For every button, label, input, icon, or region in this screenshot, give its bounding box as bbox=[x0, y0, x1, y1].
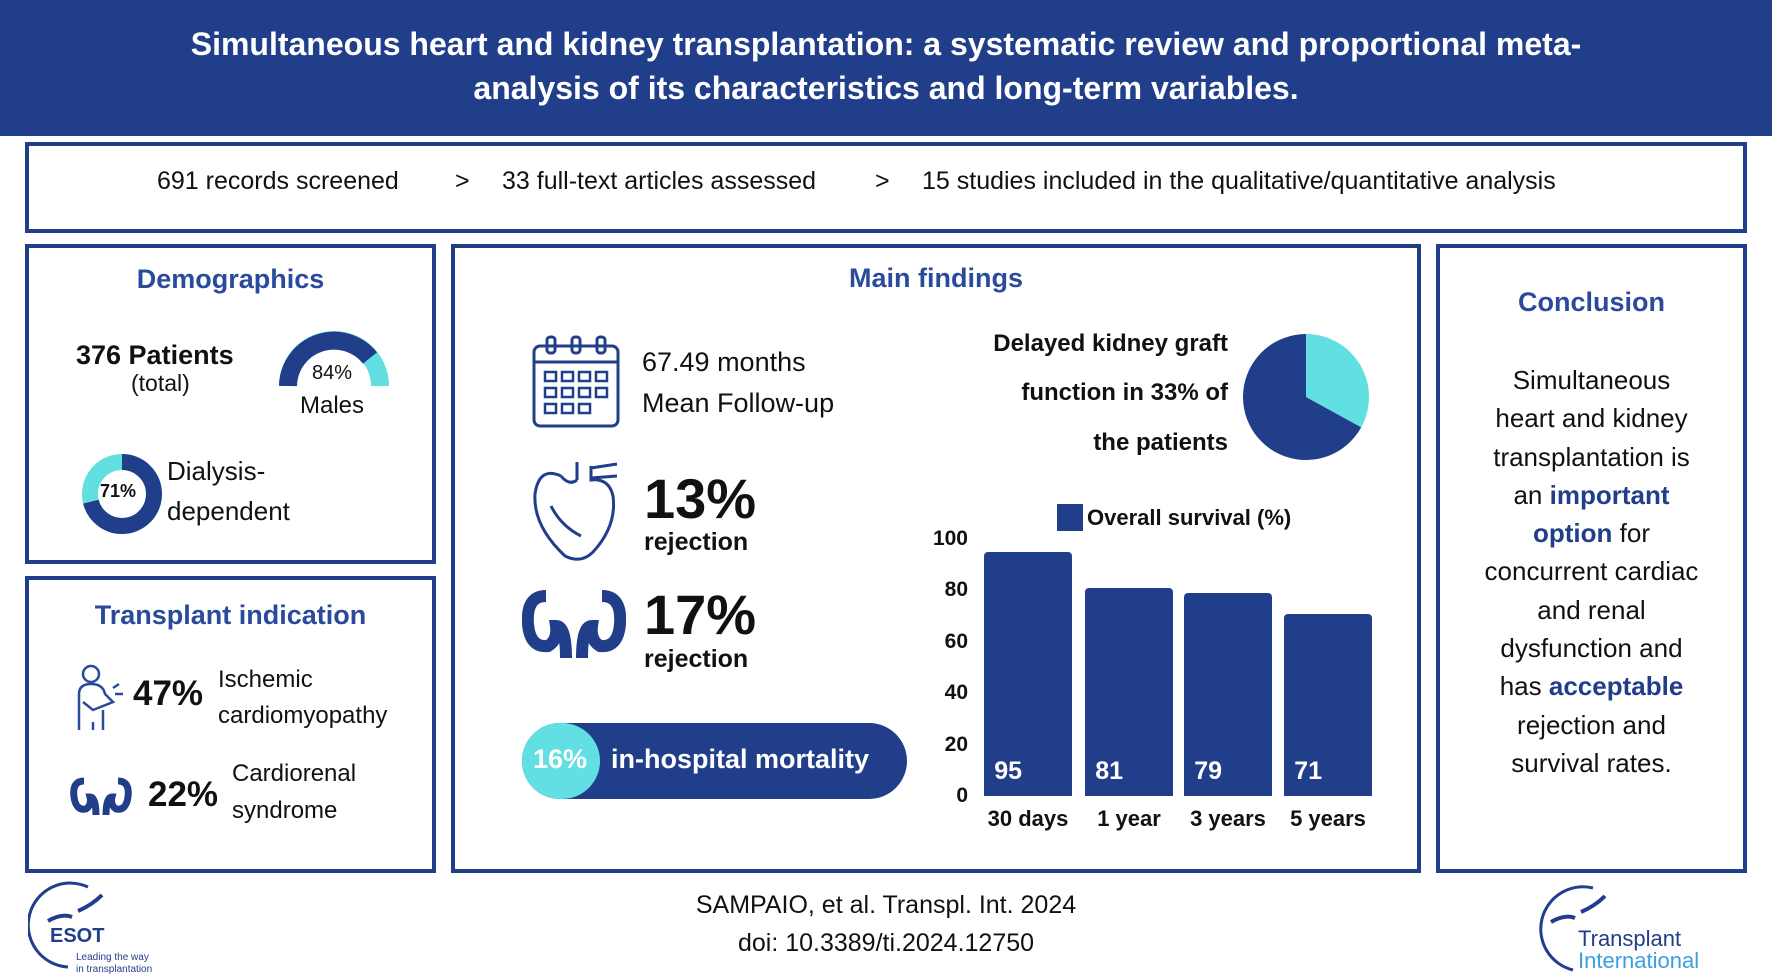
ischemic-pct: 47% bbox=[133, 674, 204, 713]
dialysis-label-1: Dialysis- bbox=[167, 456, 266, 486]
x-tick-label: 3 years bbox=[1190, 806, 1266, 831]
conclusion-panel bbox=[1436, 244, 1747, 873]
transplant-international-logo-icon bbox=[1539, 885, 1607, 972]
conclusion-title: Conclusion bbox=[1518, 287, 1665, 317]
conclusion-text-span: an bbox=[1513, 479, 1550, 510]
ti-logo-text-2: International bbox=[1578, 948, 1700, 973]
emphasis-acceptable: acceptable bbox=[1548, 671, 1684, 702]
ischemic-line-2: cardiomyopathy bbox=[218, 702, 388, 729]
conclusion-line: concurrent cardiac bbox=[1484, 556, 1699, 587]
dialysis-pct: 71% bbox=[100, 481, 137, 501]
bar-value-label: 95 bbox=[994, 757, 1023, 785]
bar bbox=[1184, 592, 1272, 796]
legend-swatch bbox=[1057, 504, 1083, 531]
conclusion-line: an important bbox=[1440, 476, 1743, 514]
males-pct: 84% bbox=[312, 362, 353, 384]
conclusion-line: dysfunction and bbox=[1500, 633, 1683, 664]
dgf-line-2: function in 33% of bbox=[1021, 379, 1228, 406]
mortality-label: in-hospital mortality bbox=[611, 744, 870, 774]
kidneys-icon bbox=[70, 777, 132, 816]
flow-sep-2: > bbox=[875, 167, 890, 195]
patients-count: 376 Patients bbox=[76, 340, 234, 370]
ischemic-line-1: Ischemic bbox=[218, 666, 313, 693]
dgf-pie-chart bbox=[1243, 334, 1369, 460]
y-tick-label: 100 bbox=[932, 527, 968, 550]
conclusion-line: transplantation is bbox=[1493, 441, 1690, 472]
kidney-rejection-label: rejection bbox=[644, 645, 749, 673]
cardiorenal-line-2: syndrome bbox=[232, 797, 338, 824]
x-tick-label: 1 year bbox=[1097, 806, 1161, 831]
bar bbox=[984, 551, 1072, 796]
cardiorenal-line-1: Cardiorenal bbox=[232, 760, 357, 787]
y-tick-label: 40 bbox=[944, 681, 968, 705]
conclusion-line: and renal bbox=[1537, 594, 1646, 625]
esot-tagline-1: Leading the way bbox=[76, 952, 149, 963]
mortality-pct: 16% bbox=[533, 744, 588, 774]
males-half-donut-icon bbox=[279, 331, 389, 387]
kidney-rejection-pct: 17% bbox=[644, 583, 757, 646]
y-tick-label: 60 bbox=[944, 629, 968, 653]
dgf-line-1: Delayed kidney graft bbox=[993, 330, 1228, 357]
y-tick-label: 80 bbox=[944, 578, 968, 602]
conclusion-line: survival rates. bbox=[1511, 747, 1672, 778]
legend-label: Overall survival (%) bbox=[1087, 505, 1292, 530]
conclusion-text: Simultaneous heart and kidney transplant… bbox=[1440, 361, 1743, 782]
bar-value-label: 81 bbox=[1095, 757, 1124, 785]
conclusion-line: heart and kidney bbox=[1495, 403, 1688, 434]
dgf-line-3: the patients bbox=[1093, 429, 1228, 456]
kidneys-large-icon bbox=[522, 590, 626, 659]
emphasis-important: important bbox=[1549, 479, 1670, 510]
dialysis-label-2: dependent bbox=[167, 496, 290, 526]
conclusion-line: Simultaneous bbox=[1512, 365, 1671, 395]
followup-label: Mean Follow-up bbox=[642, 388, 835, 418]
conclusion-line: rejection and bbox=[1517, 709, 1666, 740]
person-chest-pain-icon bbox=[77, 664, 123, 730]
mortality-circle bbox=[522, 723, 600, 799]
ti-logo-text-1: Transplant bbox=[1578, 926, 1682, 951]
flow-step-2: 33 full-text articles assessed bbox=[502, 167, 817, 195]
patients-sub: (total) bbox=[131, 370, 190, 396]
title-line-1: Simultaneous heart and kidney transplant… bbox=[190, 26, 1582, 62]
dialysis-donut-icon bbox=[82, 454, 162, 534]
males-label: Males bbox=[300, 392, 365, 419]
indication-title: Transplant indication bbox=[94, 600, 367, 630]
bar-value-label: 71 bbox=[1294, 757, 1323, 785]
y-tick-label: 20 bbox=[944, 732, 968, 756]
esot-logo-text: ESOT bbox=[50, 925, 105, 947]
heart-rejection-label: rejection bbox=[644, 528, 749, 556]
pie-slice bbox=[1306, 334, 1369, 428]
x-tick-label: 5 years bbox=[1290, 806, 1366, 831]
x-tick-label: 30 days bbox=[987, 806, 1069, 831]
flow-sep-1: > bbox=[455, 167, 470, 195]
flow-step-1: 691 records screened bbox=[157, 167, 399, 195]
citation: SAMPAIO, et al. Transpl. Int. 2024 bbox=[695, 891, 1077, 919]
title-banner: Simultaneous heart and kidney transplant… bbox=[0, 0, 1772, 136]
flow-box bbox=[25, 142, 1747, 233]
calendar-icon bbox=[532, 335, 620, 428]
conclusion-line: has acceptable bbox=[1440, 667, 1743, 705]
flow-step-3: 15 studies included in the qualitative/q… bbox=[922, 167, 1556, 195]
cardiorenal-pct: 22% bbox=[148, 775, 219, 814]
heart-rejection-pct: 13% bbox=[644, 467, 757, 530]
conclusion-text-span: for bbox=[1612, 518, 1650, 549]
bar-value-label: 79 bbox=[1194, 757, 1223, 785]
demographics-title: Demographics bbox=[136, 264, 325, 294]
pie-slice bbox=[1243, 334, 1362, 460]
heart-icon bbox=[533, 462, 618, 561]
conclusion-text-span: has bbox=[1499, 671, 1549, 702]
esot-tagline-2: in transplantation bbox=[76, 964, 153, 975]
esot-logo-icon bbox=[28, 881, 104, 969]
title-line-2: analysis of its characteristics and long… bbox=[473, 70, 1299, 106]
followup-value: 67.49 months bbox=[642, 347, 806, 377]
y-tick-label: 0 bbox=[956, 784, 968, 807]
bar bbox=[1284, 613, 1372, 796]
doi: doi: 10.3389/ti.2024.12750 bbox=[737, 929, 1035, 957]
main-findings-title: Main findings bbox=[849, 263, 1023, 293]
emphasis-option: option bbox=[1533, 518, 1613, 549]
bar bbox=[1085, 587, 1173, 796]
conclusion-line: option for bbox=[1440, 514, 1743, 552]
